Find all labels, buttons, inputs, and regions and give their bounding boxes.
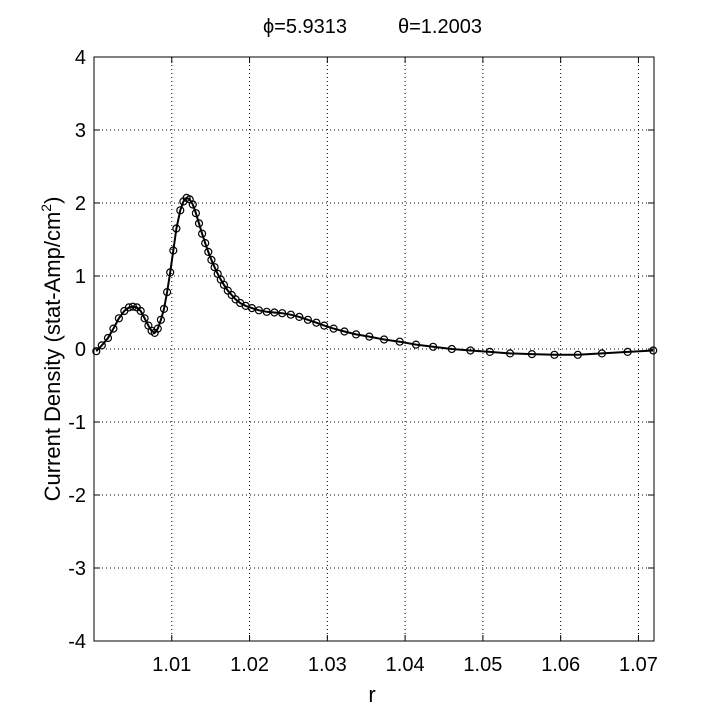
data-point bbox=[352, 330, 361, 339]
data-point bbox=[395, 337, 404, 346]
data-point bbox=[254, 306, 263, 315]
data-point bbox=[485, 347, 494, 356]
data-point bbox=[191, 209, 200, 218]
data-point bbox=[194, 219, 204, 228]
data-point bbox=[303, 315, 312, 324]
series-markers bbox=[92, 193, 658, 359]
data-point bbox=[169, 246, 178, 255]
chart-title-phi: ϕ=5.9313 bbox=[263, 16, 347, 38]
x-tick-label: 1.03 bbox=[308, 654, 347, 676]
data-point bbox=[166, 268, 175, 277]
data-point bbox=[573, 350, 582, 359]
data-point bbox=[176, 206, 185, 215]
x-axis-title: r bbox=[368, 682, 375, 707]
data-point bbox=[204, 247, 213, 256]
data-point bbox=[429, 342, 438, 351]
data-point bbox=[320, 321, 329, 330]
data-point bbox=[447, 344, 456, 354]
data-point bbox=[262, 307, 271, 316]
data-point bbox=[124, 303, 134, 312]
data-point bbox=[247, 304, 256, 313]
data-point bbox=[365, 332, 374, 341]
x-tick-label: 1.02 bbox=[230, 654, 269, 676]
x-tick-label: 1.04 bbox=[386, 654, 425, 676]
data-point bbox=[188, 200, 197, 209]
data-point bbox=[198, 229, 207, 238]
grid bbox=[94, 57, 654, 641]
y-axis-title-close: ) bbox=[40, 197, 65, 204]
data-point bbox=[466, 346, 475, 355]
data-point bbox=[97, 341, 106, 350]
data-point bbox=[109, 324, 118, 333]
y-tick-label: -2 bbox=[68, 485, 86, 507]
data-point bbox=[207, 255, 216, 264]
x-tick-labels: 1.01 1.02 1.03 1.04 1.05 1.06 1.07 bbox=[152, 654, 658, 676]
y-tick-label: 0 bbox=[75, 339, 86, 361]
data-point bbox=[156, 315, 165, 324]
y-axis-title: Current Density (stat-Amp/cm2) bbox=[38, 197, 65, 502]
y-tick-label: -4 bbox=[68, 631, 86, 653]
x-tick-label: 1.06 bbox=[541, 654, 580, 676]
y-tick-label: 3 bbox=[75, 120, 86, 142]
data-point bbox=[172, 224, 181, 233]
chart-title-theta: θ=1.2003 bbox=[398, 16, 482, 38]
data-point bbox=[527, 350, 537, 359]
y-axis-title-main: Current Density (stat-Amp/cm bbox=[40, 212, 65, 502]
data-point bbox=[128, 302, 137, 311]
data-point bbox=[278, 309, 287, 318]
data-point bbox=[506, 349, 515, 358]
y-tick-label: 1 bbox=[75, 266, 86, 288]
data-point bbox=[153, 324, 162, 333]
data-point bbox=[649, 346, 658, 355]
data-point bbox=[210, 263, 219, 272]
data-point bbox=[380, 335, 389, 344]
x-tick-label: 1.05 bbox=[463, 654, 502, 676]
y-axis-title-superscript: 2 bbox=[38, 204, 54, 212]
x-tick-label: 1.07 bbox=[619, 654, 658, 676]
data-point bbox=[163, 288, 172, 297]
data-point bbox=[312, 318, 321, 327]
data-point bbox=[136, 306, 145, 316]
y-tick-label: 2 bbox=[75, 193, 86, 215]
data-point bbox=[140, 314, 149, 323]
y-tick-labels: 4 3 2 1 0 -1 -2 -3 -4 bbox=[68, 47, 86, 653]
x-tick-label: 1.01 bbox=[152, 654, 191, 676]
y-tick-label: -1 bbox=[68, 412, 86, 434]
data-point bbox=[550, 350, 559, 359]
data-point bbox=[340, 327, 349, 336]
data-point bbox=[219, 280, 228, 289]
y-tick-label: 4 bbox=[75, 47, 86, 69]
data-point bbox=[329, 324, 338, 333]
data-point bbox=[295, 312, 304, 321]
y-tick-label: -3 bbox=[68, 558, 86, 580]
data-point bbox=[411, 340, 421, 349]
data-point bbox=[114, 314, 124, 323]
data-point bbox=[286, 310, 295, 319]
data-point bbox=[597, 349, 607, 358]
data-point bbox=[623, 347, 632, 356]
data-point bbox=[103, 333, 113, 343]
data-point bbox=[270, 308, 279, 317]
data-point bbox=[159, 304, 169, 313]
data-point bbox=[201, 239, 210, 248]
data-point bbox=[92, 347, 101, 356]
